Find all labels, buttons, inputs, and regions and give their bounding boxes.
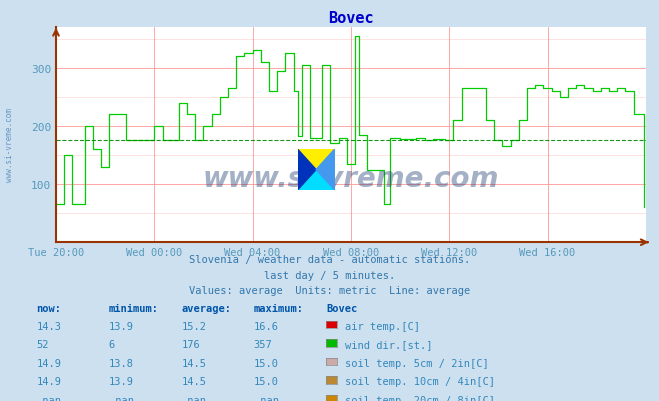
Text: 14.3: 14.3 [36, 321, 61, 331]
Text: wind dir.[st.]: wind dir.[st.] [345, 340, 432, 350]
Text: 52: 52 [36, 340, 49, 350]
Text: -nan: -nan [109, 395, 134, 401]
Text: 14.9: 14.9 [36, 377, 61, 387]
Text: 176: 176 [181, 340, 200, 350]
Text: 15.0: 15.0 [254, 377, 279, 387]
Text: 16.6: 16.6 [254, 321, 279, 331]
Polygon shape [316, 150, 335, 190]
Text: www.si-vreme.com: www.si-vreme.com [5, 107, 14, 181]
Text: average:: average: [181, 303, 231, 313]
Text: 13.9: 13.9 [109, 377, 134, 387]
Text: Bovec: Bovec [326, 303, 357, 313]
Text: 15.0: 15.0 [254, 358, 279, 368]
Text: -nan: -nan [36, 395, 61, 401]
Text: minimum:: minimum: [109, 303, 159, 313]
Text: maximum:: maximum: [254, 303, 304, 313]
Text: soil temp. 10cm / 4in[C]: soil temp. 10cm / 4in[C] [345, 377, 495, 387]
Polygon shape [298, 150, 335, 190]
Title: Bovec: Bovec [328, 10, 374, 26]
Text: 15.2: 15.2 [181, 321, 206, 331]
Text: 14.5: 14.5 [181, 377, 206, 387]
Text: www.si-vreme.com: www.si-vreme.com [203, 164, 499, 192]
Text: -nan: -nan [181, 395, 206, 401]
Polygon shape [298, 150, 316, 190]
Text: air temp.[C]: air temp.[C] [345, 321, 420, 331]
Text: soil temp. 5cm / 2in[C]: soil temp. 5cm / 2in[C] [345, 358, 488, 368]
Text: 13.9: 13.9 [109, 321, 134, 331]
Text: 357: 357 [254, 340, 272, 350]
Text: now:: now: [36, 303, 61, 313]
Text: Slovenia / weather data - automatic stations.: Slovenia / weather data - automatic stat… [189, 255, 470, 265]
Text: soil temp. 20cm / 8in[C]: soil temp. 20cm / 8in[C] [345, 395, 495, 401]
Text: -nan: -nan [254, 395, 279, 401]
Text: 13.8: 13.8 [109, 358, 134, 368]
Text: 6: 6 [109, 340, 115, 350]
Text: last day / 5 minutes.: last day / 5 minutes. [264, 270, 395, 280]
Text: 14.5: 14.5 [181, 358, 206, 368]
Text: Values: average  Units: metric  Line: average: Values: average Units: metric Line: aver… [189, 285, 470, 295]
Polygon shape [298, 150, 335, 190]
Text: 14.9: 14.9 [36, 358, 61, 368]
